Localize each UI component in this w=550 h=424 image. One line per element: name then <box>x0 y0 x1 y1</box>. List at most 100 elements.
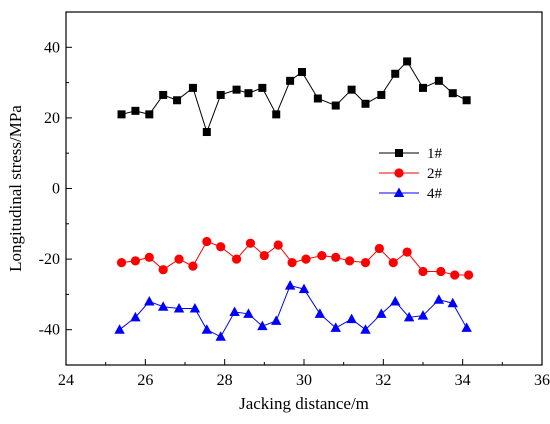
data-point <box>317 250 327 261</box>
legend-marker <box>394 168 404 178</box>
data-point <box>215 331 226 341</box>
data-point <box>313 94 322 103</box>
data-point <box>131 106 140 115</box>
data-point <box>450 270 460 280</box>
data-point <box>462 96 471 105</box>
data-point <box>174 254 184 264</box>
data-point <box>448 89 457 98</box>
data-point <box>258 83 267 92</box>
data-point <box>173 303 185 313</box>
data-point <box>418 266 428 277</box>
data-point <box>374 243 384 254</box>
axis-tick-labels: 24 26 28 30 32 34 36 -40 -20 0 20 40 <box>39 39 550 389</box>
data-point <box>301 254 311 264</box>
data-point <box>298 283 310 294</box>
series-layer <box>114 57 474 341</box>
axis-ticks <box>65 11 543 366</box>
data-point <box>402 247 412 257</box>
y-tick-label: 0 <box>52 181 60 198</box>
data-point <box>145 110 154 119</box>
data-point <box>144 252 154 262</box>
series-3 <box>114 280 472 341</box>
data-point <box>391 69 400 78</box>
y-axis-title: Longitudinal stress/MPa <box>6 105 25 272</box>
data-point <box>272 110 281 119</box>
plot-frame <box>65 11 543 366</box>
data-point <box>345 256 355 266</box>
data-point <box>377 90 386 99</box>
data-point <box>202 236 212 247</box>
data-point <box>376 308 387 318</box>
data-point <box>284 280 296 290</box>
data-point <box>271 315 282 325</box>
data-point <box>259 250 269 261</box>
data-point <box>298 68 307 77</box>
data-point <box>346 313 357 324</box>
data-point <box>201 324 213 334</box>
y-tick-label: 40 <box>44 39 60 56</box>
data-point <box>232 85 241 94</box>
data-point <box>144 295 155 306</box>
data-point <box>117 110 126 119</box>
data-point <box>314 308 326 318</box>
legend-item: 1# <box>379 146 443 162</box>
data-point <box>202 128 211 137</box>
x-tick-label: 36 <box>534 372 550 389</box>
data-point <box>229 306 240 317</box>
data-point <box>216 242 226 252</box>
data-point <box>116 258 127 268</box>
data-point <box>188 83 197 92</box>
series-line <box>119 284 468 338</box>
y-tick-label: -20 <box>39 251 60 268</box>
data-point <box>361 99 370 108</box>
data-point <box>159 90 168 99</box>
data-point <box>388 258 398 268</box>
data-point <box>114 324 125 334</box>
data-point <box>403 57 412 66</box>
x-tick-label: 34 <box>455 372 471 389</box>
series-2 <box>116 236 474 280</box>
legend-label: 2# <box>427 166 443 182</box>
data-point <box>436 266 446 277</box>
x-tick-label: 26 <box>137 372 153 389</box>
data-point <box>419 83 427 92</box>
x-tick-label: 28 <box>217 372 233 389</box>
legend-marker <box>395 149 403 157</box>
data-point <box>173 96 182 105</box>
data-point <box>403 311 415 322</box>
legend-item: 4# <box>379 186 443 202</box>
data-point <box>273 240 283 250</box>
legend-label: 4# <box>427 186 443 202</box>
data-point <box>157 301 169 311</box>
data-point <box>216 90 225 99</box>
data-point <box>245 238 256 248</box>
x-tick-label: 30 <box>296 372 312 389</box>
data-point <box>331 252 341 262</box>
data-point <box>287 258 297 268</box>
data-point <box>189 303 201 313</box>
data-point <box>231 254 242 264</box>
data-point <box>434 76 443 85</box>
data-point <box>464 270 474 280</box>
legend-label: 1# <box>427 146 443 162</box>
data-point <box>130 256 141 266</box>
x-tick-label: 24 <box>58 372 74 389</box>
legend-marker <box>393 187 405 197</box>
legend: 1# 2# 4# <box>379 146 443 202</box>
data-point <box>286 76 295 85</box>
data-point <box>360 324 371 334</box>
data-point <box>158 265 168 275</box>
x-tick-label: 32 <box>375 372 391 389</box>
data-point <box>243 308 254 318</box>
data-point <box>347 85 356 94</box>
y-tick-label: -40 <box>39 322 60 339</box>
series-line <box>121 240 469 276</box>
data-point <box>447 297 458 308</box>
data-point <box>330 322 341 332</box>
data-point <box>130 311 141 322</box>
data-point <box>433 294 445 304</box>
series-1 <box>117 57 471 137</box>
data-point <box>244 89 253 98</box>
data-point <box>417 310 429 320</box>
